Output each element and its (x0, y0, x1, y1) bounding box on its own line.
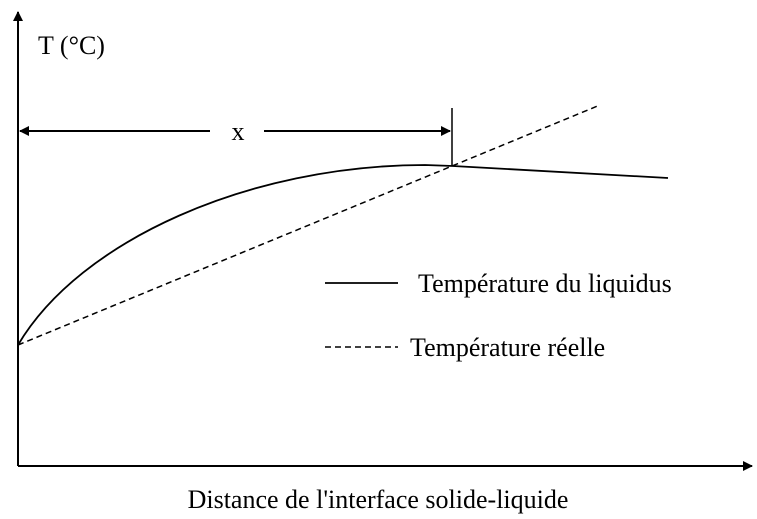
legend-label: Température réelle (410, 333, 605, 362)
real-temperature-line (17, 104, 601, 346)
legend-label: Température du liquidus (418, 269, 672, 298)
distance-label: x (232, 117, 245, 146)
y-axis-label: T (°C) (38, 31, 105, 60)
liquidus-curve (17, 164, 669, 346)
x-axis-label: Distance de l'interface solide-liquide (188, 485, 569, 514)
